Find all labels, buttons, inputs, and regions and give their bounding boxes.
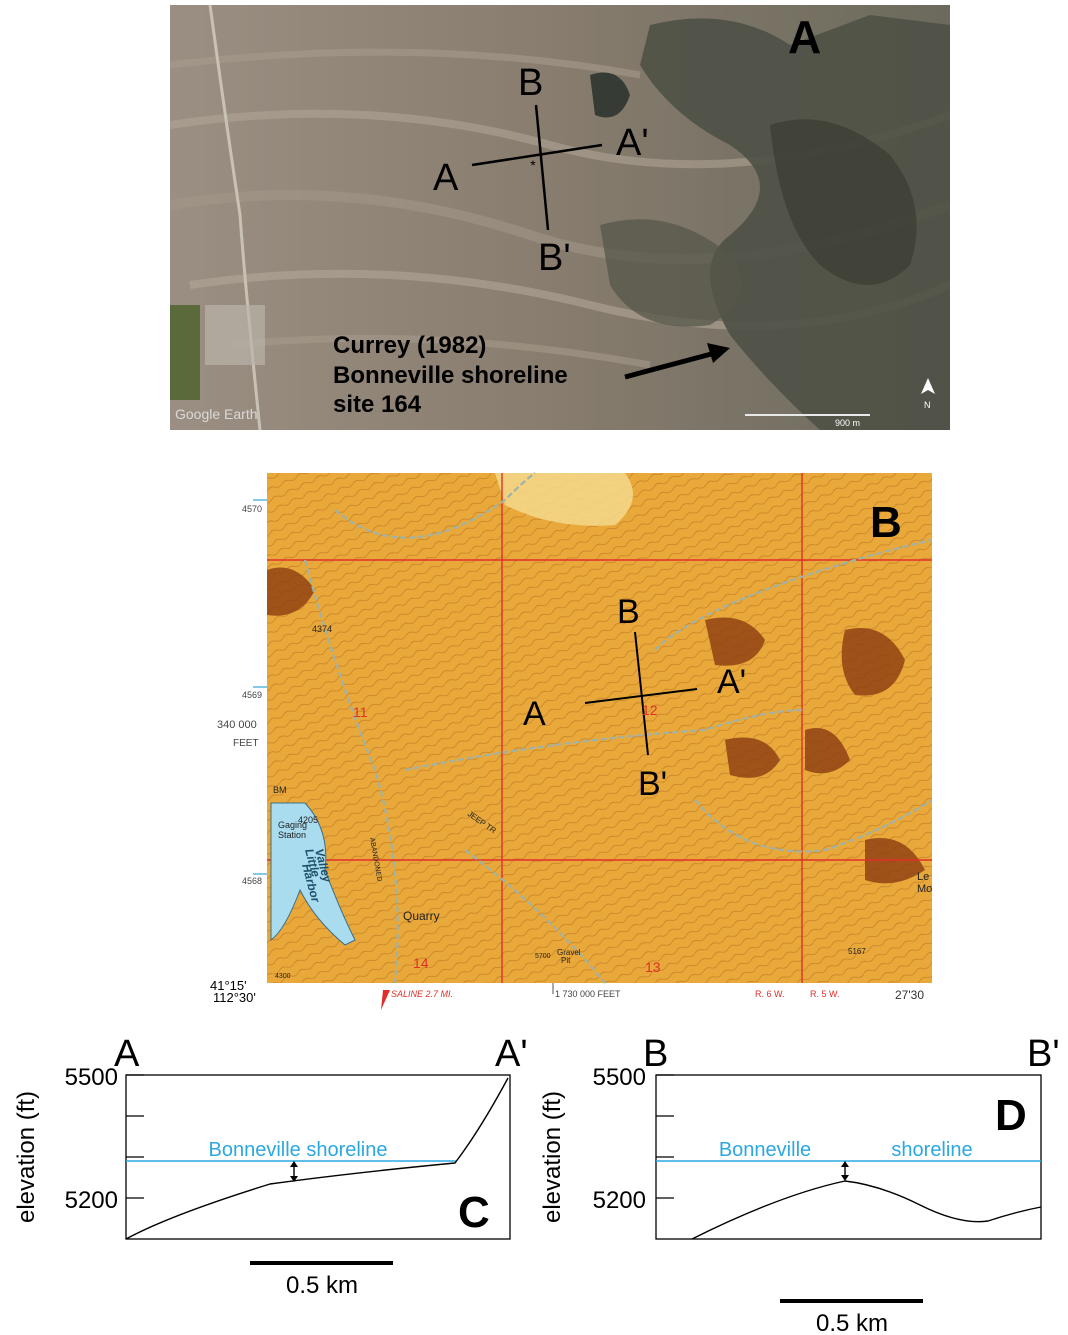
section-line-b-b-prime — [534, 104, 550, 231]
svg-text:Pit: Pit — [561, 956, 571, 965]
profile-figure: A A' 5500 5200 elevation (ft) Bonneville… — [13, 1033, 1060, 1335]
profile-d-start-label: B — [643, 1033, 668, 1075]
arrow-icon — [624, 343, 730, 380]
profile-d-tick-5200: 5200 — [593, 1187, 646, 1214]
google-earth-watermark: Google Earth — [175, 406, 258, 422]
annotation-line-3: site 164 — [333, 391, 422, 418]
label-a-prime: A' — [616, 122, 649, 164]
topographic-map-panel: A A' B B' B 11 12 14 13 BM 4205 Gaging S… — [205, 470, 940, 1010]
profile-c-ticks — [126, 1074, 144, 1199]
svg-text:4300: 4300 — [275, 973, 291, 980]
label-a-b: A — [523, 695, 546, 733]
section-lines-a — [471, 104, 603, 231]
profile-d-end-label: B' — [1027, 1033, 1060, 1075]
svg-text:R. 5 W.: R. 5 W. — [810, 989, 840, 999]
profile-c-start-label: A — [114, 1033, 140, 1075]
svg-text:112°30': 112°30' — [213, 990, 256, 1005]
svg-text:N: N — [924, 400, 931, 410]
satellite-image-panel: * A A' B B' Currey (1982) Bonneville sho… — [170, 5, 950, 430]
svg-text:4570: 4570 — [242, 504, 262, 514]
svg-text:Gravel: Gravel — [557, 948, 581, 957]
site-marker: * — [530, 157, 536, 173]
topographic-map: A A' B B' B 11 12 14 13 BM 4205 Gaging S… — [210, 472, 933, 1010]
label-b-b: B — [617, 593, 640, 631]
profile-d-letter: D — [995, 1091, 1027, 1140]
profile-c-shoreline-label: Bonneville shoreline — [208, 1139, 387, 1161]
label-b-prime-b: B' — [638, 765, 667, 803]
svg-text:SALINE 2.7 MI.: SALINE 2.7 MI. — [391, 989, 453, 999]
settling-pond — [170, 305, 200, 400]
profile-d-ticks — [656, 1074, 674, 1199]
map-place-labels: BM 4205 Gaging Station 4374 Quarry Grave… — [273, 624, 932, 980]
svg-text:5167: 5167 — [848, 947, 866, 956]
profile-c-letter: C — [458, 1188, 490, 1237]
section-numbers: 11 12 14 13 — [353, 702, 661, 975]
label-b: B — [518, 62, 543, 104]
profile-d-ylabel: elevation (ft) — [539, 1091, 566, 1223]
svg-text:5700: 5700 — [535, 953, 551, 960]
profile-d-scale-label: 0.5 km — [816, 1310, 888, 1335]
svg-text:11: 11 — [353, 704, 368, 720]
svg-text:BM: BM — [273, 785, 287, 795]
svg-text:Mo: Mo — [917, 883, 932, 895]
shoreline-annotation: Currey (1982) Bonneville shoreline site … — [333, 332, 568, 418]
svg-text:Le: Le — [917, 871, 929, 883]
profile-d: B B' 5500 5200 elevation (ft) Bonneville… — [539, 1033, 1060, 1335]
profile-c: A A' 5500 5200 elevation (ft) Bonneville… — [13, 1033, 528, 1299]
svg-text:27'30: 27'30 — [895, 988, 924, 1002]
section-line-b-b-prime-b — [634, 631, 649, 756]
profile-d-gap-arrow — [841, 1161, 849, 1181]
svg-text:4568: 4568 — [242, 876, 262, 886]
profile-c-scale-label: 0.5 km — [286, 1272, 358, 1299]
vegetated-hills — [590, 15, 950, 430]
annotation-line-1: Currey (1982) — [333, 332, 486, 359]
profile-c-tick-5500: 5500 — [65, 1064, 118, 1091]
section-lines-b — [584, 631, 698, 756]
panel-b-letter: B — [870, 498, 902, 547]
label-a-prime-b: A' — [717, 663, 746, 701]
scale-bar-a: 900 m — [745, 414, 870, 428]
satellite-image: * A A' B B' Currey (1982) Bonneville sho… — [170, 5, 950, 430]
roads — [303, 472, 933, 984]
svg-text:4569: 4569 — [242, 690, 262, 700]
profile-d-terrain — [691, 1180, 1042, 1240]
svg-text:R. 6 W.: R. 6 W. — [755, 989, 785, 999]
svg-text:14: 14 — [413, 955, 429, 971]
left-margin-labels: 4570 4569 340 000 FEET 4568 — [217, 499, 267, 886]
svg-text:4374: 4374 — [312, 624, 332, 634]
survey-grid — [267, 473, 932, 983]
svg-text:FEET: FEET — [233, 738, 259, 749]
industrial-area — [205, 305, 265, 365]
section-line-a-a-prime — [471, 143, 603, 167]
svg-text:4205: 4205 — [298, 815, 318, 825]
svg-text:340 000: 340 000 — [217, 719, 257, 731]
profile-c-end-label: A' — [495, 1033, 528, 1075]
profile-d-shoreline-label-1: Bonneville — [719, 1139, 811, 1161]
profile-c-ylabel: elevation (ft) — [13, 1091, 40, 1223]
label-b-prime: B' — [538, 237, 571, 279]
svg-text:12: 12 — [642, 702, 658, 718]
annotation-line-2: Bonneville shoreline — [333, 362, 568, 389]
profile-d-frame — [655, 1074, 1042, 1240]
panel-a-letter: A — [788, 11, 821, 63]
svg-text:13: 13 — [645, 959, 661, 975]
elevation-profiles: A A' 5500 5200 elevation (ft) Bonneville… — [0, 1020, 1068, 1335]
svg-text:Quarry: Quarry — [403, 909, 440, 923]
svg-text:1 730 000 FEET: 1 730 000 FEET — [555, 989, 621, 999]
little-valley-harbor — [270, 802, 356, 946]
profile-d-shoreline-label-2: shoreline — [891, 1139, 972, 1161]
profile-c-tick-5200: 5200 — [65, 1187, 118, 1214]
svg-text:Station: Station — [278, 830, 306, 840]
profile-c-terrain — [125, 1077, 509, 1240]
profile-c-gap-arrow — [290, 1161, 298, 1182]
scale-label-a: 900 m — [835, 418, 860, 428]
bottom-margin-labels: 41°15' 112°30' SALINE 2.7 MI. 1 730 000 … — [210, 978, 924, 1010]
profile-d-tick-5500: 5500 — [593, 1064, 646, 1091]
label-a: A — [433, 157, 459, 199]
svg-text:Gaging: Gaging — [278, 820, 307, 830]
svg-text:41°15': 41°15' — [210, 978, 247, 993]
north-arrow-icon: N — [921, 378, 935, 410]
